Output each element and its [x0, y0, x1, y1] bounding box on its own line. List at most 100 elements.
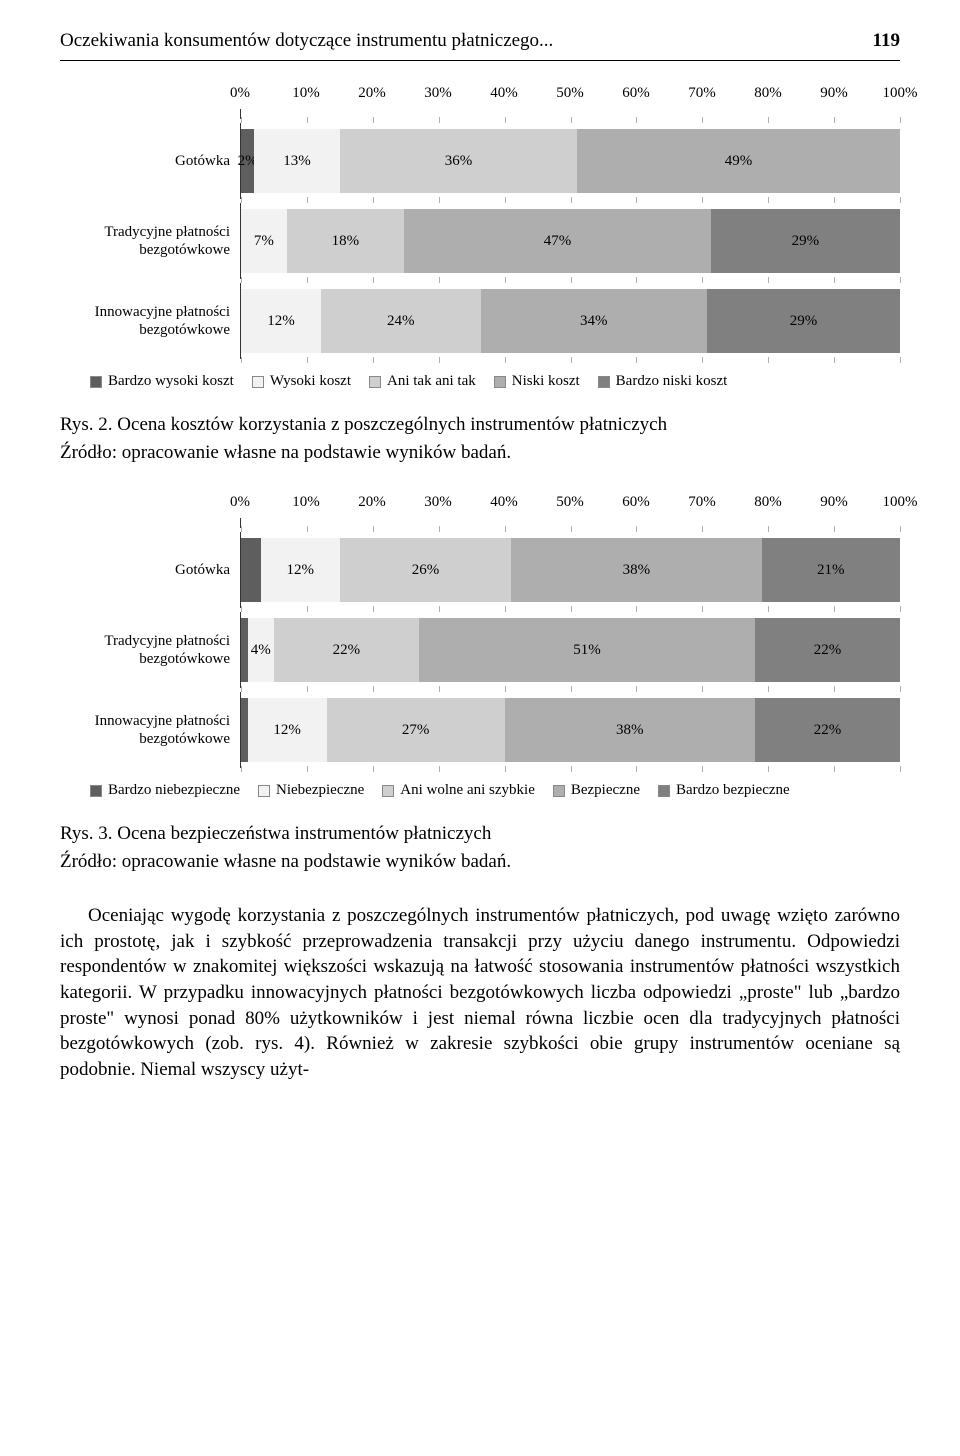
chart-costs: 0%10%20%30%40%50%60%70%80%90%100%Gotówka…	[60, 85, 900, 390]
legend-label: Niski koszt	[512, 373, 580, 390]
bar-segment: 12%	[248, 698, 327, 762]
bar-row: Gotówka 12% 26% 38% 21%	[60, 532, 900, 608]
bar-segment-value: 34%	[580, 313, 608, 330]
legend-item: Ani wolne ani szybkie	[382, 782, 535, 799]
x-tick-label: 100%	[883, 494, 918, 511]
legend-item: Bardzo bezpieczne	[658, 782, 790, 799]
bar-category-label: Tradycyjne płatnościbezgotówkowe	[60, 203, 240, 279]
bar-segment-value: 4%	[251, 642, 271, 659]
bar-segment: 4%	[248, 618, 274, 682]
bar-row: Tradycyjne płatnościbezgotówkowe4%22%51%…	[60, 612, 900, 688]
x-tick-label: 20%	[358, 85, 386, 102]
legend-label: Bardzo niebezpieczne	[108, 782, 240, 799]
legend-label: Bezpieczne	[571, 782, 640, 799]
bar-segment: 12%	[261, 538, 340, 602]
stacked-bar: 4% 22% 51% 22%	[241, 618, 900, 682]
bar-segment-value: 7%	[254, 233, 274, 250]
x-tick-label: 50%	[556, 494, 584, 511]
bar-segment	[241, 618, 248, 682]
figure2-source: Źródło: opracowanie własne na podstawie …	[60, 442, 900, 464]
x-tick-label: 0%	[230, 494, 250, 511]
legend-swatch	[382, 785, 394, 797]
bar-segment-value: 24%	[387, 313, 415, 330]
legend: Bardzo wysoki kosztWysoki kosztAni tak a…	[60, 373, 900, 390]
legend-item: Niebezpieczne	[258, 782, 364, 799]
bar-segment-value: 21%	[817, 562, 845, 579]
legend-swatch	[369, 376, 381, 388]
x-tick-label: 80%	[754, 85, 782, 102]
bar-segment	[241, 538, 261, 602]
x-tick-label: 10%	[292, 85, 320, 102]
x-axis: 0%10%20%30%40%50%60%70%80%90%100%	[60, 494, 900, 516]
bar-row: Innowacyjne płatnościbezgotówkowe 12% 24% 3…	[60, 283, 900, 359]
legend-label: Ani wolne ani szybkie	[400, 782, 535, 799]
x-tick-label: 40%	[490, 85, 518, 102]
bar-segment-value: 29%	[792, 233, 820, 250]
bar-row: Innowacyjne płatnościbezgotówkowe12%27%3…	[60, 692, 900, 768]
bar-segment: 2%	[241, 129, 254, 193]
bar-segment: 29%	[707, 289, 900, 353]
bar-segment-value: 12%	[287, 562, 315, 579]
x-tick-label: 60%	[622, 494, 650, 511]
x-tick-label: 0%	[230, 85, 250, 102]
bar-segment: 24%	[321, 289, 481, 353]
bar-segment: 12%	[241, 289, 321, 353]
bar-segment-value: 29%	[790, 313, 818, 330]
bar-segment-value: 13%	[283, 153, 311, 170]
bar-segment: 49%	[577, 129, 900, 193]
header-row: Oczekiwania konsumentów dotyczące instru…	[60, 30, 900, 52]
legend-item: Niski koszt	[494, 373, 580, 390]
figure3-source: Źródło: opracowanie własne na podstawie …	[60, 851, 900, 873]
legend-swatch	[90, 785, 102, 797]
legend-item: Bardzo niebezpieczne	[90, 782, 240, 799]
bar-segment-value: 26%	[412, 562, 440, 579]
bar-segment: 22%	[274, 618, 419, 682]
bar-segment: 22%	[755, 698, 900, 762]
bar-segment-value: 49%	[725, 153, 753, 170]
legend-label: Bardzo niski koszt	[616, 373, 728, 390]
bar-segment-value: 22%	[814, 722, 842, 739]
bar-segment: 47%	[404, 209, 711, 273]
header-rule	[60, 60, 900, 61]
bar-category-label: Gotówka	[60, 532, 240, 608]
legend-swatch	[494, 376, 506, 388]
stacked-bar: 12% 24% 34% 29%	[241, 289, 900, 353]
bar-segment: 36%	[340, 129, 577, 193]
bar-category-label: Gotówka	[60, 123, 240, 199]
bar-segment-value: 38%	[616, 722, 644, 739]
bar-segment-value: 18%	[332, 233, 360, 250]
x-tick-label: 40%	[490, 494, 518, 511]
bar-segment-value: 27%	[402, 722, 430, 739]
bar-segment-value: 22%	[333, 642, 361, 659]
x-tick-label: 90%	[820, 494, 848, 511]
bar-segment-value: 12%	[267, 313, 295, 330]
bar-segment-value: 51%	[573, 642, 601, 659]
x-tick-label: 90%	[820, 85, 848, 102]
page: Oczekiwania konsumentów dotyczące instru…	[0, 0, 960, 1102]
bar-segment: 38%	[511, 538, 761, 602]
bar-segment: 34%	[481, 289, 707, 353]
legend-label: Bardzo wysoki koszt	[108, 373, 234, 390]
legend-item: Bardzo niski koszt	[598, 373, 728, 390]
x-tick-label: 30%	[424, 494, 452, 511]
bar-segment: 18%	[287, 209, 404, 273]
legend-swatch	[553, 785, 565, 797]
chart-safety: 0%10%20%30%40%50%60%70%80%90%100%Gotówka…	[60, 494, 900, 799]
legend-swatch	[252, 376, 264, 388]
bar-segment: 21%	[762, 538, 900, 602]
x-tick-label: 100%	[883, 85, 918, 102]
stacked-bar: 12% 26% 38% 21%	[241, 538, 900, 602]
x-tick-label: 70%	[688, 494, 716, 511]
bar-segment-value: 47%	[544, 233, 572, 250]
x-tick-label: 30%	[424, 85, 452, 102]
bar-segment: 22%	[755, 618, 900, 682]
stacked-bar: 2% 13% 36% 49%	[241, 129, 900, 193]
bar-category-label: Innowacyjne płatnościbezgotówkowe	[60, 283, 240, 359]
x-tick-label: 60%	[622, 85, 650, 102]
body-paragraph: Oceniając wygodę korzystania z poszczegó…	[60, 903, 900, 1082]
page-number: 119	[873, 30, 900, 52]
legend-label: Wysoki koszt	[270, 373, 351, 390]
x-tick-label: 10%	[292, 494, 320, 511]
legend-swatch	[90, 376, 102, 388]
bar-segment: 13%	[254, 129, 340, 193]
